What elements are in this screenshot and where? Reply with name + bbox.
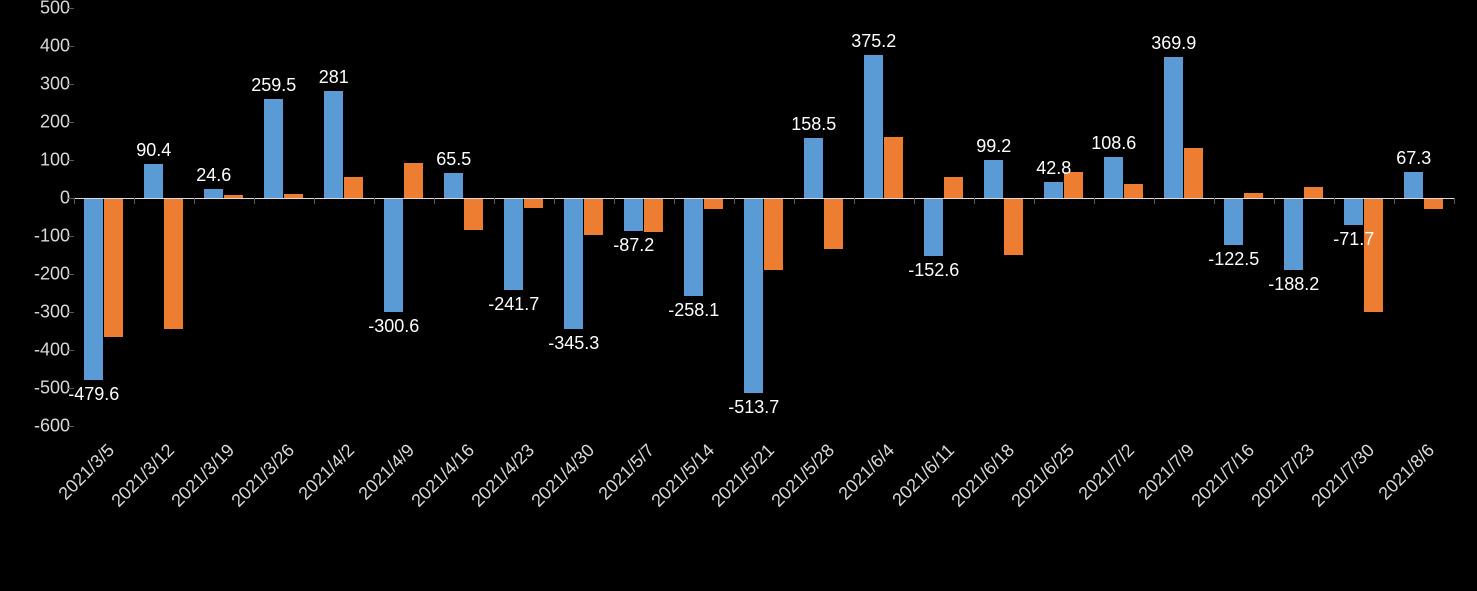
bar-series-a	[324, 91, 343, 198]
bar-series-b	[1364, 198, 1383, 312]
bar-series-a	[444, 173, 463, 198]
value-label: 369.9	[1151, 33, 1196, 54]
y-tick-label: 200	[40, 112, 70, 133]
bar-series-b	[344, 177, 363, 198]
bar-series-a	[804, 138, 823, 198]
y-tick-label: -200	[34, 264, 70, 285]
y-tick-label: -300	[34, 302, 70, 323]
x-tick-label: 2021/8/6	[1374, 440, 1438, 504]
y-tick-label: -400	[34, 340, 70, 361]
bar-series-a	[564, 198, 583, 329]
bar-series-b	[884, 137, 903, 198]
bar-series-a	[384, 198, 403, 312]
bar-series-b	[104, 198, 123, 337]
value-label: 281	[319, 67, 349, 88]
value-label: -152.6	[908, 260, 959, 281]
x-tick-label: 2021/3/12	[107, 440, 178, 511]
bar-series-a	[984, 160, 1003, 198]
bar-series-a	[504, 198, 523, 290]
bar-series-a	[1284, 198, 1303, 270]
bar-series-a	[84, 198, 103, 380]
bar-series-a	[744, 198, 763, 393]
x-tick-label: 2021/3/19	[167, 440, 238, 511]
value-label: -87.2	[613, 235, 654, 256]
y-tick-label: 300	[40, 74, 70, 95]
bar-series-b	[764, 198, 783, 270]
x-tick-label: 2021/7/23	[1247, 440, 1318, 511]
bar-series-b	[1424, 198, 1443, 209]
bar-series-a	[264, 99, 283, 198]
x-tick-label: 2021/7/30	[1307, 440, 1378, 511]
bar-series-a	[1404, 172, 1423, 198]
x-tick-label: 2021/6/25	[1007, 440, 1078, 511]
x-tick-label: 2021/3/26	[227, 440, 298, 511]
value-label: -122.5	[1208, 249, 1259, 270]
value-label: 375.2	[851, 31, 896, 52]
y-tick-label: 100	[40, 150, 70, 171]
y-tick-label: -500	[34, 378, 70, 399]
x-tick-label: 2021/4/23	[467, 440, 538, 511]
plot-area	[74, 8, 1454, 426]
value-label: 158.5	[791, 114, 836, 135]
value-label: -258.1	[668, 300, 719, 321]
bar-series-a	[1104, 157, 1123, 198]
y-tick-label: 400	[40, 36, 70, 57]
bar-series-a	[624, 198, 643, 231]
bar-series-a	[684, 198, 703, 296]
bar-series-b	[704, 198, 723, 209]
bar-series-a	[1044, 182, 1063, 198]
x-tick-label: 2021/4/2	[294, 440, 358, 504]
bar-series-b	[1004, 198, 1023, 255]
bar-chart: -600-500-400-300-200-1000100200300400500…	[0, 0, 1477, 591]
bar-series-a	[204, 189, 223, 198]
x-tick-label: 2021/7/2	[1074, 440, 1138, 504]
bar-series-b	[164, 198, 183, 329]
value-label: 42.8	[1036, 158, 1071, 179]
bar-series-a	[924, 198, 943, 256]
bar-series-b	[1304, 187, 1323, 198]
bar-series-a	[864, 55, 883, 198]
y-tick-label: -600	[34, 416, 70, 437]
bar-series-a	[1344, 198, 1363, 225]
value-label: 99.2	[976, 136, 1011, 157]
bar-series-b	[824, 198, 843, 249]
x-tick-label: 2021/6/18	[947, 440, 1018, 511]
x-tick-label: 2021/5/28	[767, 440, 838, 511]
value-label: 90.4	[136, 140, 171, 161]
value-label: 65.5	[436, 149, 471, 170]
x-tick-label: 2021/6/11	[888, 440, 959, 511]
value-label: -513.7	[728, 397, 779, 418]
bar-series-b	[1184, 148, 1203, 198]
x-tick-label: 2021/4/30	[527, 440, 598, 511]
x-tick-label: 2021/4/16	[407, 440, 478, 511]
value-label: -300.6	[368, 316, 419, 337]
x-tick-label: 2021/7/16	[1187, 440, 1258, 511]
bar-series-b	[524, 198, 543, 208]
value-label: 108.6	[1091, 133, 1136, 154]
bar-series-a	[1164, 57, 1183, 198]
x-tick-label: 2021/5/14	[647, 440, 718, 511]
bar-series-b	[1124, 184, 1143, 198]
y-tick-label: -100	[34, 226, 70, 247]
value-label: -479.6	[68, 384, 119, 405]
bar-series-a	[144, 164, 163, 198]
bar-series-a	[1224, 198, 1243, 245]
y-tick-label: 500	[40, 0, 70, 19]
value-label: 24.6	[196, 165, 231, 186]
bar-series-b	[644, 198, 663, 232]
value-label: -71.7	[1333, 229, 1374, 250]
x-axis-line	[74, 198, 1454, 199]
bar-series-b	[584, 198, 603, 235]
bar-series-b	[404, 163, 423, 198]
bar-series-b	[944, 177, 963, 198]
value-label: -188.2	[1268, 274, 1319, 295]
value-label: -241.7	[488, 294, 539, 315]
value-label: 67.3	[1396, 148, 1431, 169]
value-label: -345.3	[548, 333, 599, 354]
value-label: 259.5	[251, 75, 296, 96]
bar-series-b	[464, 198, 483, 230]
x-tick-label: 2021/5/21	[707, 440, 778, 511]
